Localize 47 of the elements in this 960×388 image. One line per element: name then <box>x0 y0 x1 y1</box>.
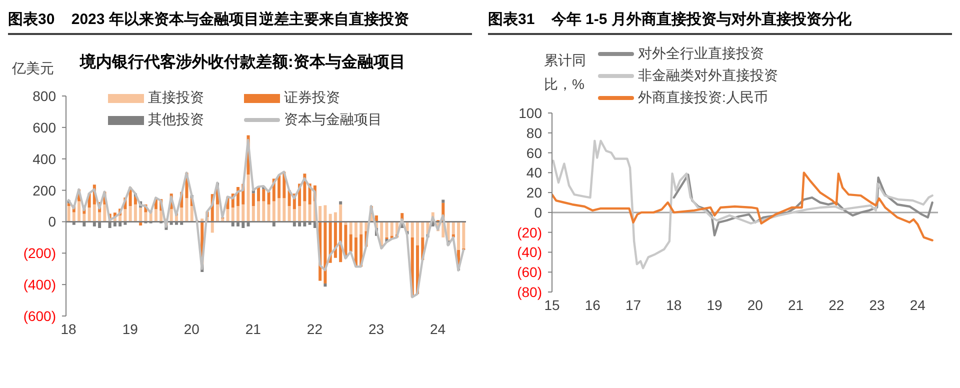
x-tick-label: 19 <box>706 296 723 313</box>
x-tick-label: 22 <box>306 320 323 337</box>
x-tick-label: 23 <box>869 296 886 313</box>
y-tick-label: 0 <box>534 204 542 220</box>
y-tick-label: (400) <box>23 276 56 293</box>
y-tick-label: 0 <box>48 214 56 230</box>
x-tick-label: 15 <box>544 296 560 313</box>
legend-label: 资本与金融项目 <box>284 111 382 129</box>
legend-label: 证券投资 <box>284 89 340 107</box>
x-tick-label: 17 <box>625 296 642 313</box>
x-tick-label: 21 <box>788 296 804 313</box>
x-tick-label: 21 <box>245 320 262 337</box>
y-tick-label: (200) <box>23 245 56 262</box>
legend-label: 其他投资 <box>148 111 204 129</box>
y-axis-title: 累计同比，% <box>544 51 587 94</box>
y-tick-label: 80 <box>526 124 542 141</box>
legend-label: 外商直接投资:人民币 <box>638 89 768 107</box>
chart-title: 图表30 2023 年以来资本与金融项目逆差主要来自直接投资 <box>8 10 472 35</box>
x-tick-label: 20 <box>184 320 200 337</box>
y-axis-title: 亿美元 <box>12 59 55 78</box>
x-tick-label: 20 <box>747 296 764 313</box>
y-tick-label: 400 <box>32 150 56 167</box>
x-tick-label: 19 <box>122 320 138 337</box>
y-tick-label: 200 <box>32 182 56 198</box>
y-tick-label: (80) <box>517 284 542 300</box>
x-tick-label: 24 <box>910 296 926 313</box>
x-tick-label: 23 <box>368 320 384 337</box>
x-tick-label: 18 <box>666 296 682 313</box>
y-tick-label: (600) <box>23 308 56 324</box>
chart-subtitle: 境内银行代客涉外收付款差额:资本与金融项目 <box>80 52 406 73</box>
x-tick-label: 22 <box>828 296 844 313</box>
x-tick-label: 16 <box>584 296 601 313</box>
y-tick-label: (60) <box>517 264 542 280</box>
y-tick-label: (20) <box>517 224 542 240</box>
x-tick-label: 18 <box>60 320 77 337</box>
y-tick-label: 100 <box>518 105 542 121</box>
y-tick-label: (40) <box>517 244 542 260</box>
y-tick-label: 20 <box>526 184 542 201</box>
y-tick-label: 600 <box>32 119 56 136</box>
legend-label: 非金融类对外直接投资 <box>638 67 778 85</box>
y-tick-label: 40 <box>526 164 542 181</box>
legend-label: 对外全行业直接投资 <box>638 45 764 63</box>
chart-title: 图表31 今年 1-5 月外商直接投资与对外直接投资分化 <box>488 10 952 35</box>
y-tick-label: 800 <box>32 88 56 104</box>
legend-label: 直接投资 <box>148 89 204 107</box>
y-tick-label: 60 <box>526 144 542 161</box>
x-tick-label: 24 <box>430 320 446 337</box>
